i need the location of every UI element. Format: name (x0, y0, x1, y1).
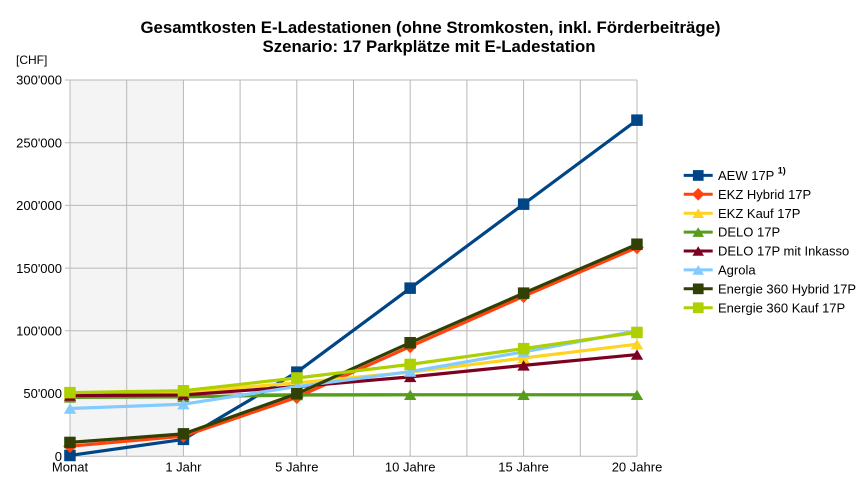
svg-text:Energie 360 Hybrid 17P: Energie 360 Hybrid 17P (718, 281, 856, 296)
svg-text:Energie 360 Kauf 17P: Energie 360 Kauf 17P (718, 300, 845, 315)
svg-text:DELO 17P mit Inkasso: DELO 17P mit Inkasso (718, 244, 849, 259)
svg-text:10 Jahre: 10 Jahre (385, 460, 436, 475)
svg-text:250'000: 250'000 (16, 135, 62, 150)
svg-text:EKZ Kauf 17P: EKZ Kauf 17P (718, 206, 800, 221)
svg-text:200'000: 200'000 (16, 198, 62, 213)
svg-text:Monat: Monat (52, 460, 89, 475)
svg-text:DELO 17P: DELO 17P (718, 225, 780, 240)
svg-text:Gesamtkosten E-Ladestationen (: Gesamtkosten E-Ladestationen (ohne Strom… (141, 18, 721, 37)
svg-text:20 Jahre: 20 Jahre (612, 460, 663, 475)
svg-text:15 Jahre: 15 Jahre (498, 460, 549, 475)
svg-text:AEW 17P 1): AEW 17P 1) (718, 166, 786, 184)
svg-text:50'000: 50'000 (23, 386, 62, 401)
svg-text:150'000: 150'000 (16, 261, 62, 276)
svg-text:300'000: 300'000 (16, 73, 62, 88)
svg-text:5 Jahre: 5 Jahre (275, 460, 318, 475)
svg-text:100'000: 100'000 (16, 324, 62, 339)
svg-text:EKZ Hybrid 17P: EKZ Hybrid 17P (718, 187, 811, 202)
svg-text:0: 0 (55, 449, 62, 464)
svg-text:1 Jahr: 1 Jahr (165, 460, 202, 475)
svg-text:Agrola: Agrola (718, 263, 756, 278)
svg-text:[CHF]: [CHF] (16, 53, 47, 67)
svg-text:Szenario: 17 Parkplätze mit E-: Szenario: 17 Parkplätze mit E-Ladestatio… (263, 37, 596, 56)
